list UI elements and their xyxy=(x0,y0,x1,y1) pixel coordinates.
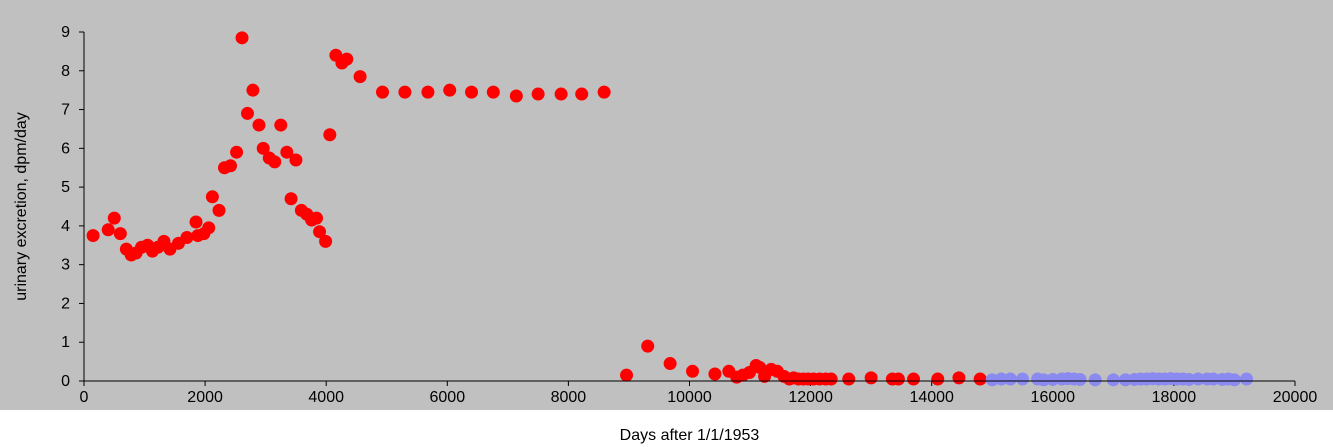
x-tick-label: 12000 xyxy=(788,389,833,406)
data-point xyxy=(202,221,216,235)
y-tick-label: 9 xyxy=(61,24,70,41)
data-point xyxy=(973,372,987,386)
data-point xyxy=(268,155,282,169)
data-point xyxy=(180,231,194,245)
data-point xyxy=(994,372,1008,386)
data-point xyxy=(224,159,238,173)
data-point xyxy=(842,372,856,386)
tick-layer: 0 2000 4000 6000 8000 10000 12000 14000 16000 180… xyxy=(61,24,1317,406)
data-point xyxy=(931,372,945,386)
data-point xyxy=(1073,372,1087,386)
y-tick-label: 4 xyxy=(61,218,70,235)
data-point xyxy=(398,85,412,99)
data-point xyxy=(554,87,568,101)
data-point xyxy=(1191,372,1205,386)
data-point xyxy=(575,87,589,101)
x-tick-label: 4000 xyxy=(308,389,344,406)
data-point xyxy=(256,141,270,155)
y-tick-label: 1 xyxy=(61,334,70,351)
data-point xyxy=(86,229,100,243)
data-point xyxy=(620,368,634,382)
data-point xyxy=(230,145,244,159)
data-point xyxy=(1240,372,1254,386)
data-point xyxy=(597,85,611,99)
y-tick-label: 7 xyxy=(61,102,70,119)
data-point xyxy=(686,364,700,378)
data-point xyxy=(663,357,677,371)
y-tick-label: 5 xyxy=(61,179,70,196)
data-point xyxy=(101,223,115,237)
data-point xyxy=(289,153,303,167)
data-point xyxy=(864,371,878,385)
data-point xyxy=(235,31,249,45)
data-point xyxy=(313,225,327,239)
x-tick-label: 8000 xyxy=(551,389,587,406)
data-point xyxy=(310,211,324,225)
points-layer xyxy=(86,31,1254,387)
y-tick-label: 0 xyxy=(61,373,70,390)
data-point xyxy=(376,85,390,99)
x-tick-label: 18000 xyxy=(1152,389,1197,406)
data-point xyxy=(907,372,921,386)
data-point xyxy=(205,190,219,204)
data-point xyxy=(252,118,266,132)
data-point xyxy=(421,85,435,99)
data-point xyxy=(824,372,838,386)
data-point xyxy=(486,85,500,99)
data-point xyxy=(246,83,260,97)
data-point xyxy=(1016,372,1030,386)
x-tick-label: 6000 xyxy=(430,389,466,406)
data-point xyxy=(274,118,288,132)
data-point xyxy=(1227,373,1241,387)
data-point xyxy=(323,128,337,142)
y-tick-label: 6 xyxy=(61,140,70,157)
data-point xyxy=(891,372,905,386)
data-point xyxy=(952,371,966,385)
data-point xyxy=(1003,372,1017,386)
x-tick-label: 14000 xyxy=(909,389,954,406)
data-point xyxy=(319,234,333,248)
y-axis-title: urinary excretion, dpm/day xyxy=(13,112,30,301)
data-point xyxy=(531,87,545,101)
x-tick-label: 0 xyxy=(80,389,89,406)
data-point xyxy=(353,70,367,84)
x-axis-title: Days after 1/1/1953 xyxy=(620,427,760,444)
data-point xyxy=(1106,373,1120,387)
data-point xyxy=(284,192,298,206)
data-point xyxy=(240,106,254,120)
y-tick-label: 2 xyxy=(61,295,70,312)
data-point xyxy=(443,83,457,97)
data-point xyxy=(189,215,203,229)
x-tick-label: 10000 xyxy=(667,389,712,406)
data-point xyxy=(1088,373,1102,387)
data-point xyxy=(641,339,655,353)
x-tick-label: 20000 xyxy=(1273,389,1318,406)
x-tick-label: 16000 xyxy=(1031,389,1076,406)
data-point xyxy=(509,89,523,103)
data-point xyxy=(107,211,121,225)
y-tick-label: 3 xyxy=(61,257,70,274)
data-point xyxy=(113,227,127,241)
data-point xyxy=(708,367,722,381)
data-point xyxy=(212,203,226,217)
data-point xyxy=(280,145,294,159)
data-point xyxy=(465,85,479,99)
y-tick-label: 8 xyxy=(61,63,70,80)
plot-area xyxy=(0,0,1333,410)
x-tick-label: 2000 xyxy=(187,389,223,406)
data-point xyxy=(340,52,354,66)
